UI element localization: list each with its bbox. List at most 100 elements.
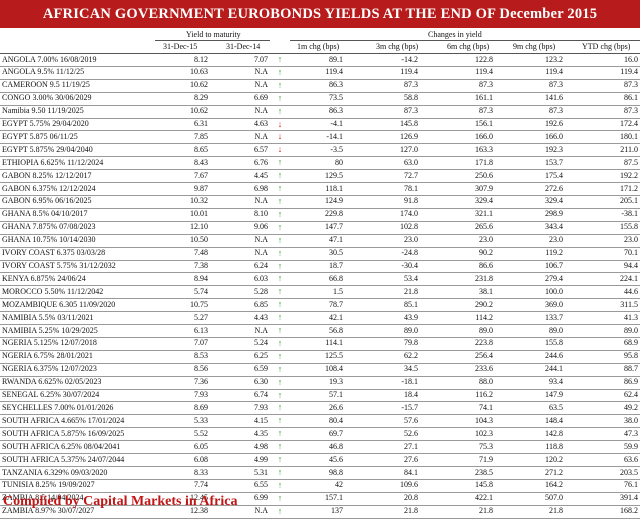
arrow-up-icon: ↑ bbox=[277, 312, 283, 323]
change-1m: 89.1 bbox=[290, 53, 345, 67]
change-ytd: 95.8 bbox=[565, 350, 640, 364]
yield-dec15: 10.32 bbox=[155, 195, 210, 209]
arrow-up-icon: ↑ bbox=[277, 157, 283, 168]
table-row: GABON 6.95% 06/16/2025 10.32 N.A ↑ 124.9 91.8… bbox=[0, 195, 640, 209]
yield-dec14: N.A bbox=[210, 79, 270, 93]
yield-dec14: 6.24 bbox=[210, 260, 270, 274]
yield-dec14: 9.06 bbox=[210, 221, 270, 235]
change-9m: 271.2 bbox=[495, 466, 565, 480]
change-3m: 72.7 bbox=[345, 169, 420, 184]
arrow-up-icon: ↑ bbox=[277, 402, 283, 413]
change-ytd: 87.5 bbox=[565, 156, 640, 171]
arrow-up-icon: ↑ bbox=[277, 286, 283, 297]
direction-arrow: ↑ bbox=[270, 169, 290, 184]
arrow-up-icon: ↑ bbox=[277, 66, 283, 77]
change-3m: 78.1 bbox=[345, 182, 420, 196]
change-9m: 87.3 bbox=[495, 105, 565, 119]
yield-dec15: 8.53 bbox=[155, 350, 210, 364]
bond-name: GABON 6.375% 12/12/2024 bbox=[0, 182, 155, 196]
change-ytd: 119.4 bbox=[565, 66, 640, 80]
change-ytd: 224.1 bbox=[565, 272, 640, 287]
change-6m: 74.1 bbox=[420, 401, 495, 416]
change-9m: 155.8 bbox=[495, 337, 565, 351]
yield-dec14: N.A bbox=[210, 234, 270, 248]
arrow-up-icon: ↑ bbox=[277, 247, 283, 258]
change-9m: 123.2 bbox=[495, 53, 565, 67]
direction-arrow: ↑ bbox=[270, 105, 290, 119]
yield-dec15: 6.31 bbox=[155, 118, 210, 132]
change-6m: 166.0 bbox=[420, 130, 495, 145]
bond-name: EGYPT 5.875 06/11/25 bbox=[0, 130, 155, 145]
change-3m: -15.7 bbox=[345, 401, 420, 416]
direction-arrow: ↑ bbox=[270, 505, 290, 519]
col-header-3m: 3m chg (bps) bbox=[376, 42, 419, 51]
change-9m: 153.7 bbox=[495, 156, 565, 171]
change-1m: 98.8 bbox=[290, 466, 345, 480]
change-6m: 102.3 bbox=[420, 427, 495, 442]
change-ytd: 192.2 bbox=[565, 169, 640, 184]
change-1m: 114.1 bbox=[290, 337, 345, 351]
change-3m: 58.8 bbox=[345, 92, 420, 106]
bond-name: SENEGAL 6.25% 30/07/2024 bbox=[0, 389, 155, 403]
change-3m: 20.8 bbox=[345, 492, 420, 506]
table-row: TANZANIA 6.329% 09/03/2020 8.33 5.31 ↑ 98.8 8… bbox=[0, 466, 640, 480]
table-row: GHANA 10.75% 10/14/2030 10.50 N.A ↑ 47.1 23.0… bbox=[0, 234, 640, 248]
change-1m: 30.5 bbox=[290, 247, 345, 261]
arrow-up-icon: ↑ bbox=[277, 350, 283, 361]
yield-dec15: 8.29 bbox=[155, 92, 210, 106]
change-ytd: 76.1 bbox=[565, 479, 640, 493]
yield-dec15: 7.93 bbox=[155, 389, 210, 403]
direction-arrow: ↑ bbox=[270, 182, 290, 196]
change-1m: 19.3 bbox=[290, 376, 345, 390]
arrow-down-icon: ↓ bbox=[277, 144, 283, 155]
direction-arrow: ↑ bbox=[270, 350, 290, 364]
yield-dec15: 7.36 bbox=[155, 376, 210, 390]
change-1m: 125.5 bbox=[290, 350, 345, 364]
table-row: ZAMBIA 8.5 14/04/2024 12.45 6.99 ↑ 157.1 20.8… bbox=[0, 492, 640, 506]
yield-group-header: Yield to maturity bbox=[186, 30, 241, 39]
yield-dec15: 7.07 bbox=[155, 337, 210, 351]
change-3m: 84.1 bbox=[345, 466, 420, 480]
table-row: CONGO 3.00% 30/06/2029 8.29 6.69 ↑ 73.5 58.8 1… bbox=[0, 92, 640, 106]
direction-arrow: ↑ bbox=[270, 298, 290, 313]
change-6m: 87.3 bbox=[420, 105, 495, 119]
direction-arrow: ↑ bbox=[270, 79, 290, 93]
table-row: EGYPT 5.75% 29/04/2020 6.31 4.63 ↓ -4.1 145.8… bbox=[0, 118, 640, 132]
change-3m: 127.0 bbox=[345, 143, 420, 158]
arrow-up-icon: ↑ bbox=[277, 479, 283, 490]
arrow-up-icon: ↑ bbox=[277, 79, 283, 90]
direction-arrow: ↑ bbox=[270, 440, 290, 455]
change-ytd: 168.2 bbox=[565, 505, 640, 519]
change-3m: -24.8 bbox=[345, 247, 420, 261]
change-6m: 290.2 bbox=[420, 298, 495, 313]
change-group-underline bbox=[290, 40, 640, 41]
yield-dec14: N.A bbox=[210, 130, 270, 145]
table-row: NGERIA 6.75% 28/01/2021 8.53 6.25 ↑ 125.5 62.… bbox=[0, 350, 640, 364]
direction-arrow: ↑ bbox=[270, 337, 290, 351]
change-ytd: 89.0 bbox=[565, 324, 640, 338]
bond-name: KENYA 6.875% 24/06/24 bbox=[0, 272, 155, 287]
yield-dec14: 6.59 bbox=[210, 363, 270, 377]
table-row: ETHIOPIA 6.625% 11/12/2024 8.43 6.76 ↑ 80 63.… bbox=[0, 156, 640, 171]
yield-dec15: 8.43 bbox=[155, 156, 210, 171]
change-9m: 192.3 bbox=[495, 143, 565, 158]
change-9m: 93.4 bbox=[495, 376, 565, 390]
change-6m: 38.1 bbox=[420, 285, 495, 300]
change-3m: 53.4 bbox=[345, 272, 420, 287]
yield-dec15: 7.85 bbox=[155, 130, 210, 145]
change-6m: 307.9 bbox=[420, 182, 495, 196]
change-9m: 329.4 bbox=[495, 195, 565, 209]
arrow-up-icon: ↑ bbox=[277, 428, 283, 439]
change-9m: 192.6 bbox=[495, 118, 565, 132]
change-6m: 233.6 bbox=[420, 363, 495, 377]
change-1m: 73.5 bbox=[290, 92, 345, 106]
change-9m: 279.4 bbox=[495, 272, 565, 287]
change-ytd: 47.3 bbox=[565, 427, 640, 442]
change-1m: 137 bbox=[290, 505, 345, 519]
arrow-up-icon: ↑ bbox=[277, 492, 283, 503]
change-3m: 89.0 bbox=[345, 324, 420, 338]
change-9m: 21.8 bbox=[495, 505, 565, 519]
table-row: GABON 8.25% 12/12/2017 7.67 4.45 ↑ 129.5 72.7… bbox=[0, 169, 640, 184]
direction-arrow: ↓ bbox=[270, 118, 290, 132]
change-3m: 109.6 bbox=[345, 479, 420, 493]
